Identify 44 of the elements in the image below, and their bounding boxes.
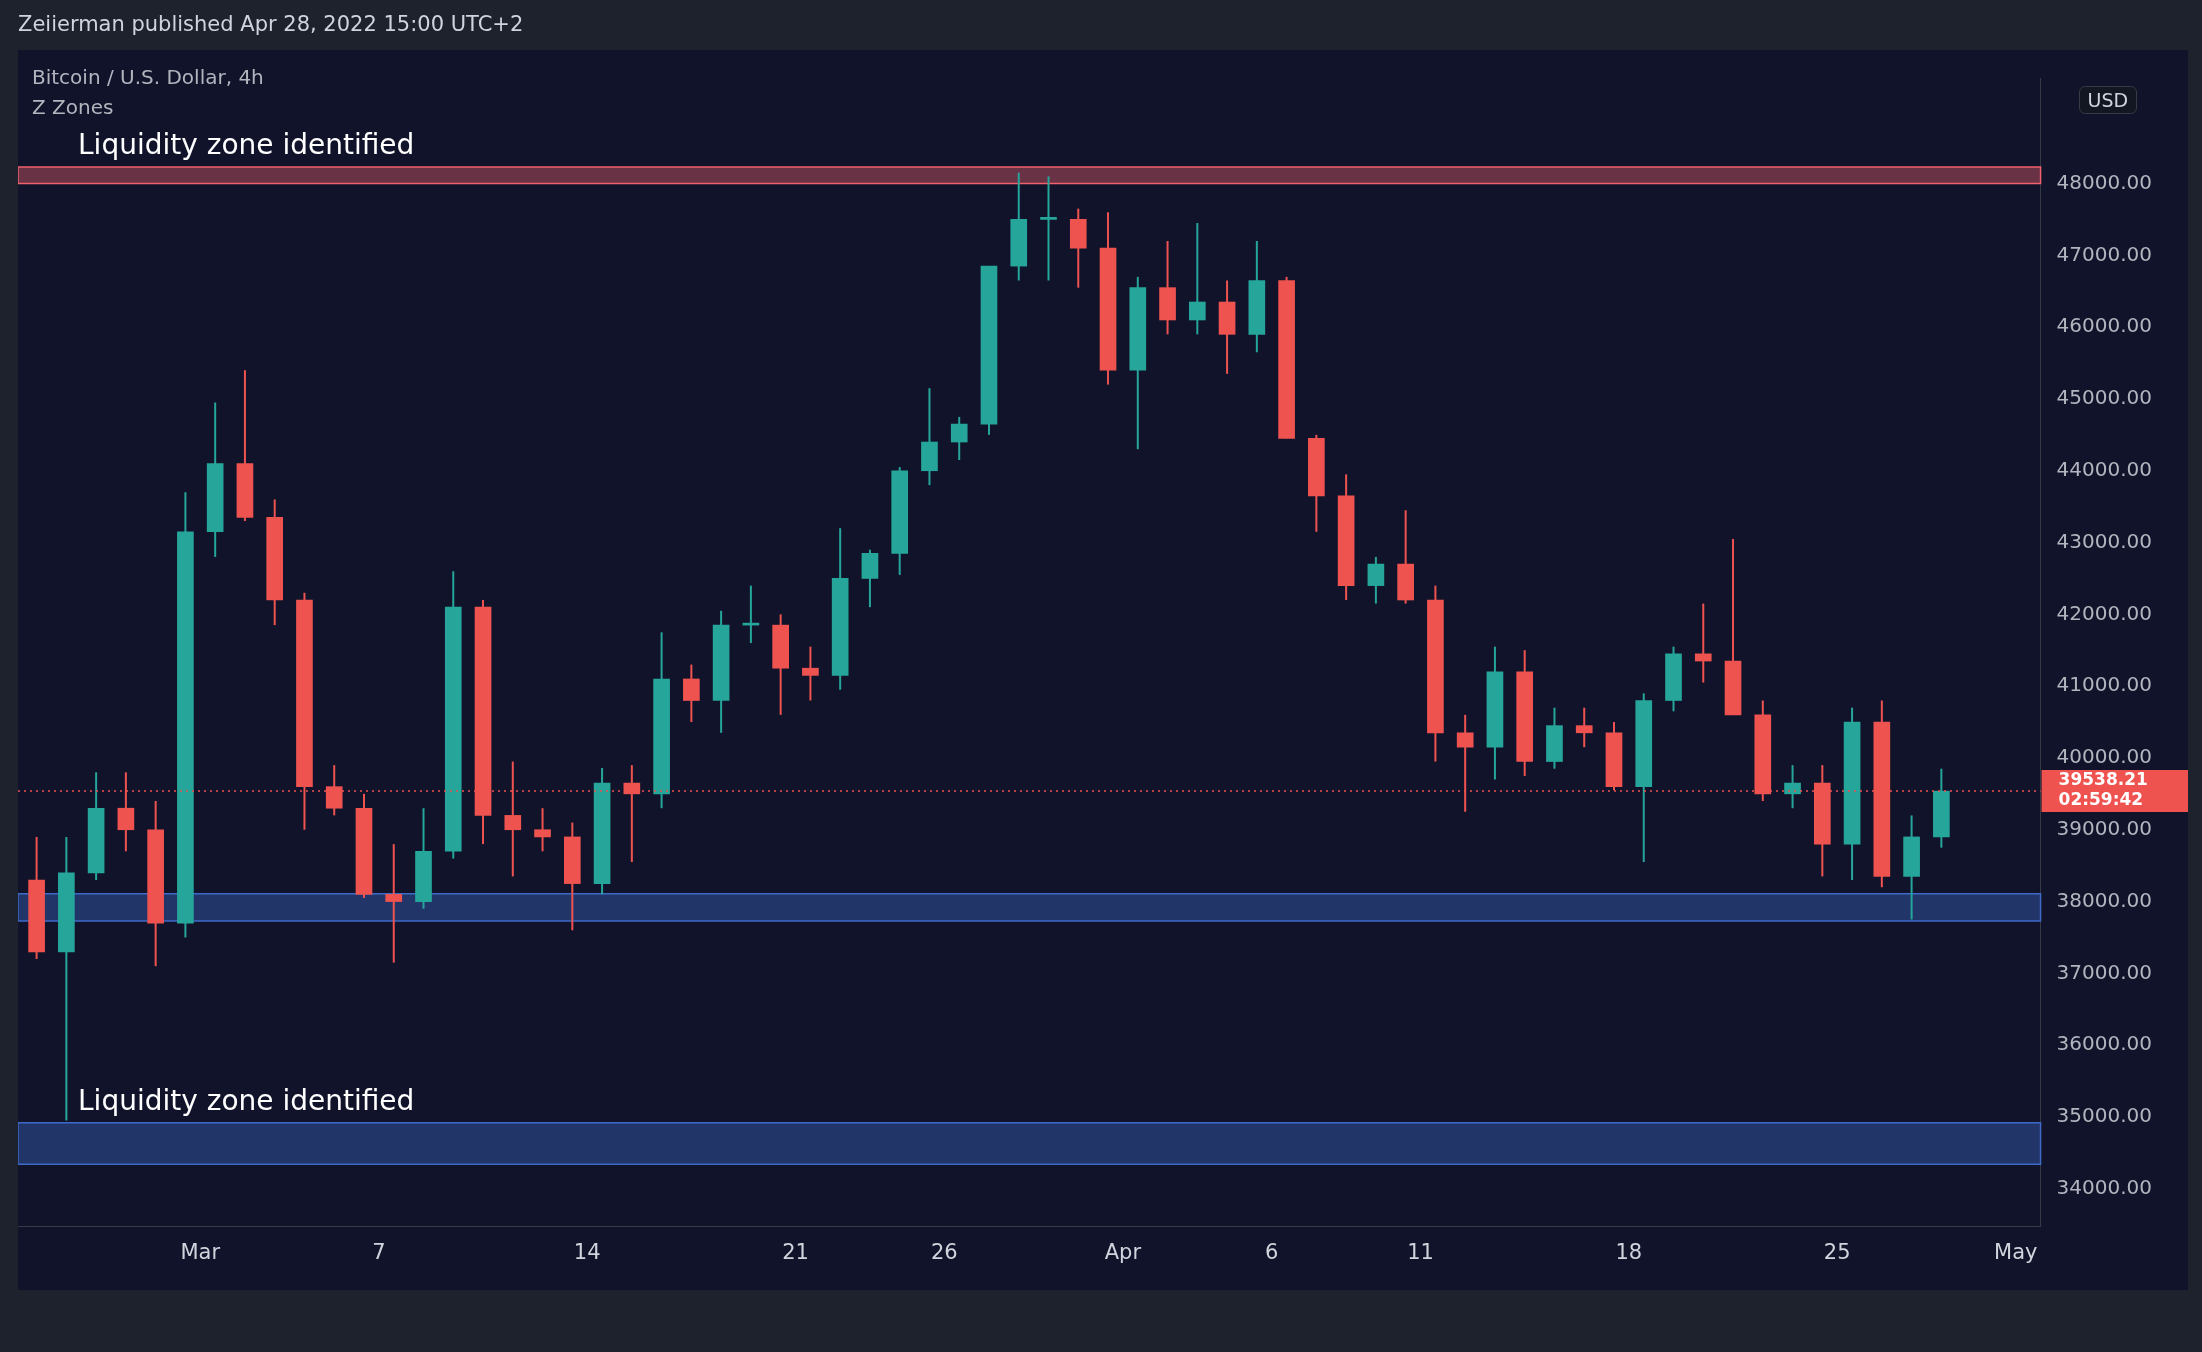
y-tick-label: 45000.00 [2056, 385, 2153, 410]
text: 02:59:42 [2058, 788, 2144, 809]
band-label: Liquidity zone identified [78, 128, 415, 162]
candlestick [1040, 175, 1057, 282]
y-tick-label: 37000.00 [2056, 959, 2153, 984]
candlestick [1188, 222, 1206, 336]
y-tick-label: 41000.00 [2056, 672, 2153, 697]
x-tick-label: 14 [573, 1239, 601, 1264]
y-tick-label: 38000.00 [2056, 887, 2153, 912]
candlestick [683, 663, 700, 724]
candlestick [1694, 602, 1712, 684]
x-tick-label: 18 [1615, 1239, 1643, 1264]
y-tick-label: 43000.00 [2056, 528, 2153, 553]
x-tick-label: 21 [782, 1239, 809, 1264]
candlestick [1784, 764, 1801, 810]
y-tick-label: 47000.00 [2056, 241, 2153, 266]
y-tick-label: 36000.00 [2056, 1031, 2153, 1056]
x-tick-label: Mar [180, 1239, 221, 1264]
y-tick-label: 40000.00 [2056, 744, 2153, 769]
chart-subtitle: Bitcoin / U.S. Dollar, 4h Z Zones [32, 64, 264, 121]
candlestick [1575, 706, 1593, 749]
x-tick-label: 7 [372, 1239, 386, 1264]
x-tick-label: Apr [1104, 1239, 1142, 1264]
y-tick-label: 42000.00 [2056, 600, 2153, 625]
ref-line-label: 39538.21 [2058, 768, 2148, 789]
y-tick-label: 48000.00 [2056, 169, 2153, 194]
y-axis-title: USD [2078, 86, 2138, 114]
y-tick-label: 39000.00 [2056, 815, 2153, 840]
candlestick [1367, 555, 1385, 605]
y-tick-label: 34000.00 [2056, 1174, 2153, 1199]
x-tick-label: 26 [930, 1239, 958, 1264]
y-tick-label: 46000.00 [2056, 313, 2153, 338]
chart-title: Zeiierman published Apr 28, 2022 15:00 UTC+2 [18, 12, 524, 36]
band-label: Liquidity zone identified [78, 1083, 415, 1117]
x-tick-label: 11 [1407, 1239, 1434, 1264]
candlestick [950, 415, 968, 461]
x-tick-label: 6 [1265, 1239, 1279, 1264]
y-tick-label: 44000.00 [2056, 456, 2153, 481]
candlestick [802, 645, 819, 702]
candlestick [385, 843, 403, 964]
y-tick-label: 35000.00 [2056, 1103, 2153, 1128]
x-tick-label: May [1994, 1239, 2038, 1264]
x-tick-label: 25 [1823, 1239, 1851, 1264]
candlestick [534, 807, 551, 853]
